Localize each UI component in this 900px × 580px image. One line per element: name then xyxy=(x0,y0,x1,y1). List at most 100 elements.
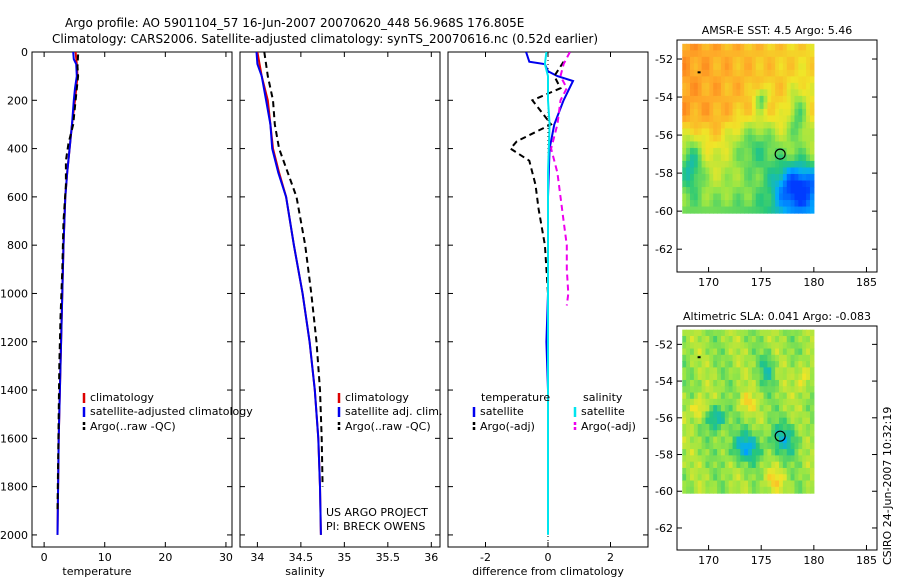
sla_map-cell xyxy=(771,449,776,456)
sla_map-cell xyxy=(786,480,792,488)
sst_map-cell xyxy=(802,206,807,214)
difference-xtick-label: -2 xyxy=(480,551,491,564)
sla_map-cell xyxy=(794,455,799,463)
sst_map-cell xyxy=(736,43,741,51)
sst_map-cell xyxy=(713,154,718,162)
sst_map-cell xyxy=(697,102,703,110)
sst_map-cell xyxy=(728,167,734,175)
sst_map-cell xyxy=(798,102,803,110)
sla_map-cell xyxy=(771,379,776,387)
sst_map-cell xyxy=(686,180,691,188)
sst_map-cell xyxy=(736,193,741,201)
sst_map-cell xyxy=(763,50,768,58)
sst_map-cell xyxy=(782,95,788,103)
sst_map-cell xyxy=(767,63,772,71)
sla_map-cell xyxy=(736,467,741,475)
sst_map-cell xyxy=(736,102,741,110)
sla_map-cell xyxy=(686,430,691,438)
sla_map-cell xyxy=(728,405,734,412)
sla_map-cell xyxy=(802,455,807,463)
sst_map-cell xyxy=(790,206,796,214)
sla_map-cell xyxy=(794,348,799,356)
sst_map-cell xyxy=(790,69,796,77)
sla_map-cell xyxy=(705,467,710,475)
sst_map-cell xyxy=(693,89,699,97)
sla_map-cell xyxy=(790,442,796,450)
sst_map-cell xyxy=(728,50,734,58)
sla_map-cell xyxy=(755,373,761,381)
sla_map-cell xyxy=(705,348,710,356)
sst_map-cell xyxy=(682,147,687,156)
sst_map-cell xyxy=(751,76,757,84)
sla_map-cell xyxy=(728,398,734,406)
sla_map-cell xyxy=(748,367,753,375)
salinity-xtick-label: 36 xyxy=(424,551,438,564)
sla_map-cell xyxy=(732,342,738,350)
sla_map-cell xyxy=(802,436,807,444)
sla_map-cell xyxy=(782,373,788,381)
sla_map-cell xyxy=(732,449,738,456)
sla_map-cell xyxy=(736,430,741,438)
sst_map-cell xyxy=(713,206,718,214)
sla_map-cell xyxy=(782,342,788,350)
sst_map-cell xyxy=(763,63,768,71)
sst_map-cell xyxy=(682,128,687,136)
sst_map-cell xyxy=(724,193,730,201)
sla_map-cell xyxy=(720,329,726,337)
sla_map-cell xyxy=(786,386,792,394)
sla_map-cell xyxy=(755,329,761,337)
sla_map-cell xyxy=(720,361,726,368)
sla_map-cell xyxy=(782,417,788,425)
sst_map-cell xyxy=(740,95,745,103)
sst_map-cell xyxy=(786,193,792,201)
sst_map-cell xyxy=(782,43,788,51)
sst_map-cell xyxy=(751,160,757,169)
sst_map-cell xyxy=(732,115,738,123)
sla_map-cell xyxy=(744,411,749,419)
sst_map-cell xyxy=(682,95,687,103)
sla_map-cell xyxy=(748,348,753,356)
sla_map-cell xyxy=(806,480,811,488)
sst_map-cell xyxy=(701,147,707,156)
sst_map-cell xyxy=(701,95,707,103)
sst_map-cell xyxy=(786,154,792,162)
sst_map-cell xyxy=(759,147,765,156)
sst_map-cell xyxy=(763,154,768,162)
sla_map-cell xyxy=(682,480,687,488)
sla_map-cell xyxy=(690,430,695,438)
sst_map-cell xyxy=(786,108,792,117)
sla_map-cell xyxy=(790,405,796,412)
sla_map-cell xyxy=(798,392,803,400)
sst_map-cell xyxy=(693,76,699,84)
sst_map-cell xyxy=(713,102,718,110)
sst_map-cell xyxy=(786,95,792,103)
sla_map-cell xyxy=(709,467,714,475)
sla_map-cell xyxy=(732,386,738,394)
sst_map-cell xyxy=(686,63,691,71)
sst_map-cell xyxy=(682,134,687,143)
sst_map-cell xyxy=(709,43,714,51)
sla_map-cell xyxy=(798,398,803,406)
sla_map-cell xyxy=(748,449,753,456)
sla_map-cell xyxy=(802,442,807,450)
sla_map-cell xyxy=(767,386,772,394)
salinity-series-2 xyxy=(263,52,324,487)
sla_map-cell xyxy=(779,486,784,494)
sst_map-cell xyxy=(748,121,753,130)
sst_map-cell xyxy=(724,128,730,136)
sst_map-cell xyxy=(759,167,765,175)
sla_map-cell xyxy=(798,354,803,362)
sst_map-cell xyxy=(755,154,761,162)
sst_map-ytick-label: -62 xyxy=(655,243,673,256)
sla_map-cell xyxy=(705,367,710,375)
sla_map-cell xyxy=(686,480,691,488)
sla_map-cell xyxy=(736,386,741,394)
sla_map-cell xyxy=(771,442,776,450)
sst_map-cell xyxy=(701,128,707,136)
sst_map-cell xyxy=(701,89,707,97)
sst_map-cell xyxy=(693,180,699,188)
sst_map-cell xyxy=(690,167,695,175)
sst_map-cell xyxy=(705,154,710,162)
sst_map-cell xyxy=(763,82,768,90)
